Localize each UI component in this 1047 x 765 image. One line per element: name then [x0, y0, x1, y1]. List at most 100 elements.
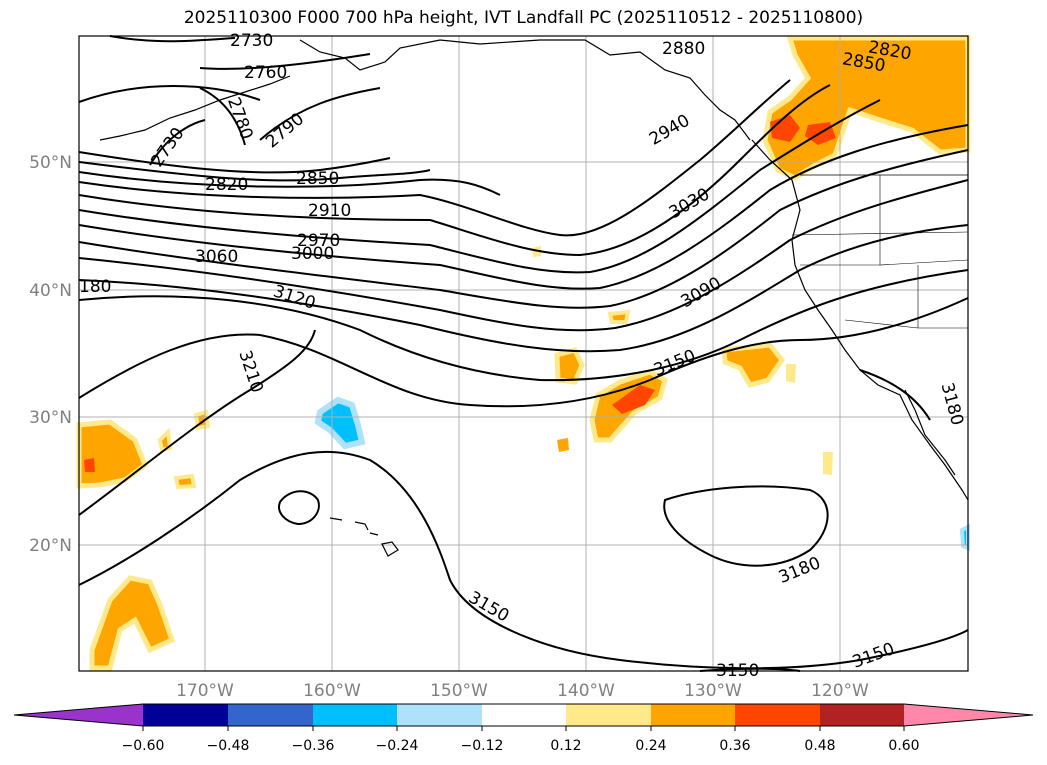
baja [904, 389, 956, 476]
colorbar-tick-label: −0.24 [376, 738, 419, 754]
aleutians [99, 75, 291, 141]
contour-2910 [78, 79, 791, 237]
contour-2760 [199, 53, 371, 70]
contour-label: 3150 [850, 639, 897, 673]
contour-label: 2880 [662, 39, 705, 59]
border-states-2 [791, 231, 969, 236]
contour-label: 2850 [296, 169, 339, 189]
hawaii-3 [381, 541, 399, 557]
lon-tick-label: 160°W [303, 681, 361, 701]
contour-3030 [78, 149, 969, 309]
contour-label: 2970 [297, 231, 340, 251]
ivt-region-west-1 [76, 419, 149, 489]
colorbar-tick-label: 0.12 [550, 738, 581, 754]
contour-2850 [78, 161, 431, 182]
contour-label: 3120 [271, 281, 318, 313]
ivt-core-pnw-1 [770, 115, 800, 142]
lon-tick-label: 150°W [430, 681, 488, 701]
contour-3090 [78, 224, 969, 353]
height-contours [78, 35, 969, 672]
contour-3210-closed [278, 490, 320, 526]
contour-label: 3000 [291, 244, 334, 264]
colorbar-extend-max [904, 704, 1033, 726]
colorbar-tick-marks [142, 726, 905, 731]
ivt-region-sub-2 [554, 347, 585, 385]
colorbar-tick-label: 0.60 [888, 738, 919, 754]
colorbar-tick-label: −0.60 [122, 738, 165, 754]
ivt-core-west-1 [84, 458, 95, 472]
contour-3150-bottom [699, 667, 801, 672]
colorbar-bin [397, 704, 482, 726]
contour-label: 2790 [262, 109, 308, 152]
ivt-region-sub-4 [607, 309, 631, 324]
ivt-region-sub-3 [721, 342, 786, 388]
contour-label: 3180 [937, 381, 968, 428]
coastlines [99, 39, 969, 557]
hawaii-4 [369, 532, 379, 536]
ivt-core-sub-1 [612, 385, 655, 414]
contour-3120 [78, 269, 969, 382]
lat-tick-label: 30°N [29, 408, 72, 428]
ivt-region-sub-7 [557, 438, 569, 452]
lon-tick-label: 120°W [811, 681, 869, 701]
contour-3180-w [78, 329, 316, 516]
contour-label: 3210 [234, 348, 266, 395]
contour-label: 3150 [651, 346, 699, 381]
contour-3180-closed [663, 485, 829, 567]
colorbar: −0.60 −0.48 −0.36 −0.24 −0.12 0.12 0.24 … [13, 703, 1034, 754]
lat-tick-label: 40°N [29, 281, 72, 301]
colorbar-bin [482, 704, 566, 726]
colorbar-bin [820, 704, 904, 726]
graticule [79, 36, 968, 671]
ivt-shading [76, 35, 971, 671]
lon-axis: 170°W 160°W 150°W 140°W 130°W 120°W [176, 681, 869, 701]
contour-3060 [78, 179, 969, 332]
colorbar-bin [228, 704, 313, 726]
map-title: 2025110300 F000 700 hPa height, IVT Land… [183, 8, 864, 28]
lon-tick-label: 140°W [557, 681, 615, 701]
alaska-coast [299, 39, 751, 141]
colorbar-bin [143, 704, 228, 726]
colorbar-bin [313, 704, 397, 726]
ivt-region-negative-1 [314, 396, 366, 450]
colorbar-extend-min [14, 704, 143, 726]
contour-3000 [78, 124, 969, 290]
contour-3180-e [859, 369, 931, 421]
lat-tick-label: 20°N [29, 536, 72, 556]
colorbar-bin [735, 704, 820, 726]
contour-3150-top [78, 297, 969, 408]
contour-3150-w [78, 450, 969, 670]
contour-label: 2820 [205, 175, 248, 195]
contour-2940 [78, 84, 831, 257]
contour-label: 3060 [195, 247, 238, 267]
lon-tick-label: 170°W [176, 681, 234, 701]
colorbar-bin [566, 704, 651, 726]
contour-label: 3180 [776, 553, 824, 588]
contour-label: 2760 [244, 63, 287, 83]
colorbar-tick-label: 0.24 [635, 738, 666, 754]
contour-2790-b [259, 87, 381, 141]
contour-label: 2940 [646, 111, 693, 150]
contour-2880-w [78, 171, 501, 196]
contour-label: 3030 [666, 184, 713, 223]
ivt-region-west-5 [157, 427, 173, 453]
contour-label: 3150 [465, 588, 512, 627]
contour-2820 [78, 151, 391, 174]
ivt-region-west-2 [89, 575, 176, 671]
contour-2780 [199, 87, 246, 146]
map-frame [78, 35, 969, 672]
contour-label: 2730 [230, 31, 273, 51]
ivt-region-sub-5 [823, 452, 833, 475]
hawaii-1 [329, 517, 343, 521]
colorbar-tick-label: −0.36 [292, 738, 335, 754]
ivt-region-west-4 [173, 473, 197, 490]
border-states-1 [879, 175, 969, 266]
contour-label: 180 [79, 277, 111, 297]
contour-2970 [78, 99, 881, 274]
lat-axis: 50°N 40°N 30°N 20°N [29, 153, 72, 556]
colorbar-tick-label: 0.48 [804, 738, 835, 754]
contour-2730-a [109, 35, 236, 43]
ivt-region-sub-6 [786, 364, 796, 383]
contour-2790-a [78, 85, 261, 103]
hawaii-2 [354, 521, 369, 531]
